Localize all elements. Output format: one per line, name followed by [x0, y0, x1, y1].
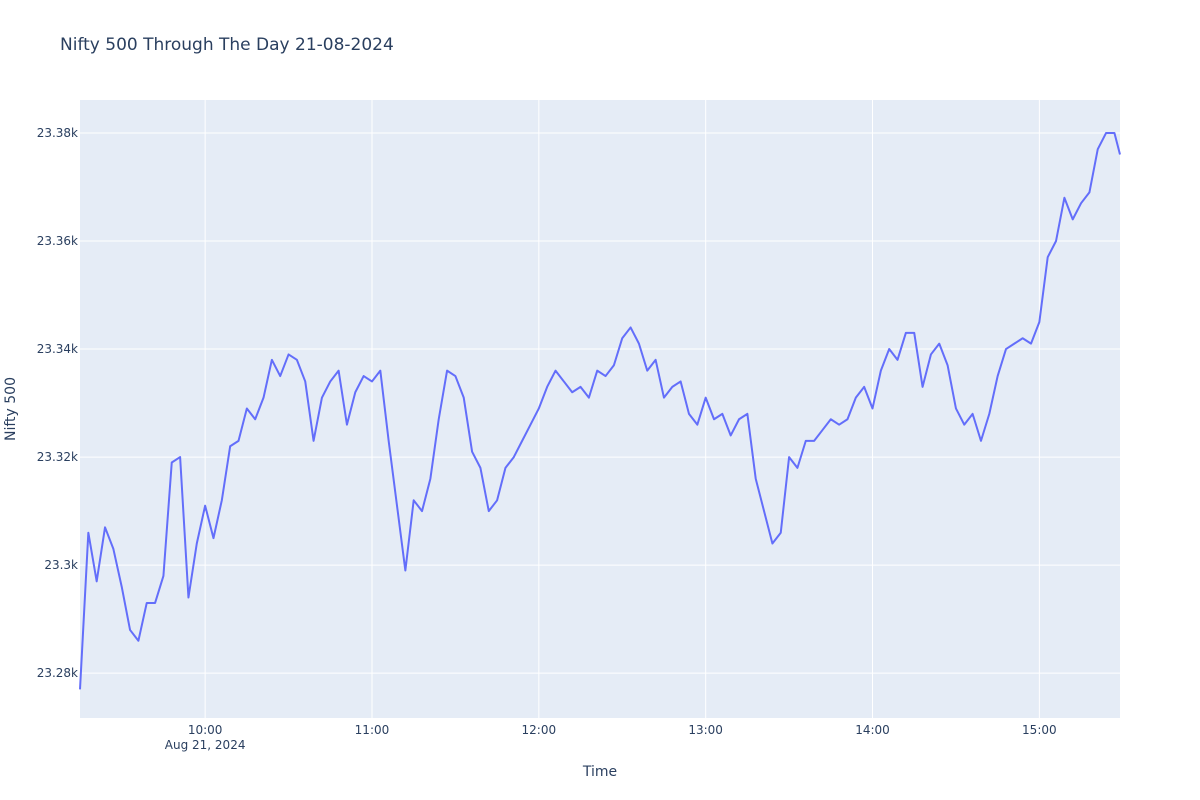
y-tick-label: 23.28k: [37, 666, 78, 680]
line-series: [79, 131, 1121, 690]
plot-area: [80, 100, 1120, 718]
x-tick-label: 13:00: [688, 723, 723, 737]
y-tick-label: 23.32k: [37, 450, 78, 464]
x-tick-label: 12:00: [522, 723, 557, 737]
y-tick-label: 23.36k: [37, 234, 78, 248]
x-date-label: Aug 21, 2024: [165, 738, 246, 752]
y-tick-label: 23.34k: [37, 342, 78, 356]
x-tick-label: 10:00: [188, 723, 223, 737]
x-tick-label: 11:00: [355, 723, 390, 737]
y-tick-label: 23.38k: [37, 126, 78, 140]
chart-title: Nifty 500 Through The Day 21-08-2024: [60, 35, 394, 55]
x-tick-label: 15:00: [1022, 723, 1057, 737]
y-tick-label: 23.3k: [44, 558, 78, 572]
x-axis-title: Time: [582, 764, 617, 780]
x-tick-label: 14:00: [855, 723, 890, 737]
y-axis-title: Nifty 500: [3, 377, 19, 441]
